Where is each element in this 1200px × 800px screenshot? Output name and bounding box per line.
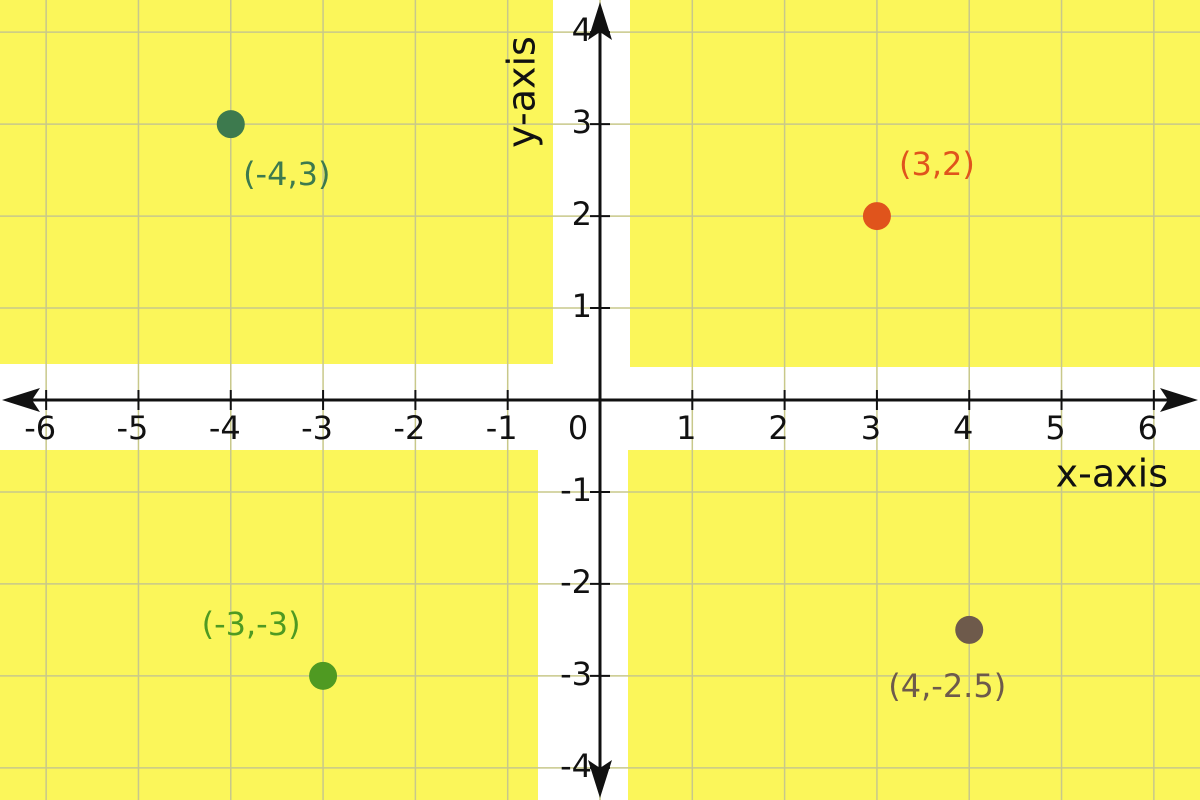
marks: (-4,3) (3,2) (-3,-3) (4,-2.5) [202,110,1006,705]
x-tick-label: 4 [953,409,973,447]
x-tick-label: 3 [861,409,881,447]
x-tick-label: -3 [301,409,333,447]
x-tick-label: -5 [117,409,149,447]
y-tick-label: 4 [572,11,592,49]
point-label: (3,2) [899,145,975,183]
quadrant-2 [0,0,553,364]
y-tick-label: 1 [572,287,592,325]
y-axis-label: y-axis [500,36,544,148]
point [955,615,984,644]
point-label: (-4,3) [243,155,330,193]
x-tick-label: -1 [486,409,518,447]
y-tick-label: -3 [560,655,592,693]
x-tick-label: 2 [768,409,788,447]
y-tick-label: 2 [572,195,592,233]
quadrant-1 [630,0,1200,367]
y-tick-label: -4 [560,747,592,785]
quadrant-3 [0,450,538,800]
y-tick-label: 3 [572,103,592,141]
arrow [588,760,612,798]
arrow [2,388,40,412]
x-tick-label: -6 [24,409,56,447]
x-tick-label: -2 [393,409,425,447]
x-tick-label: 5 [1045,409,1065,447]
x-axis-label: x-axis [1056,452,1168,496]
point [216,110,245,139]
x-tick-label: 1 [676,409,696,447]
point [862,202,891,231]
point [309,661,338,690]
arrow [588,2,612,40]
x-tick-label: 0 [568,409,588,447]
x-tick-label: -4 [209,409,241,447]
quadrant-4 [628,450,1200,800]
point-label: (-3,-3) [202,605,301,643]
y-tick-label: -1 [560,471,592,509]
x-tick-label: 6 [1138,409,1158,447]
arrow [1160,388,1198,412]
point-label: (4,-2.5) [888,667,1006,705]
y-tick-label: -2 [560,563,592,601]
